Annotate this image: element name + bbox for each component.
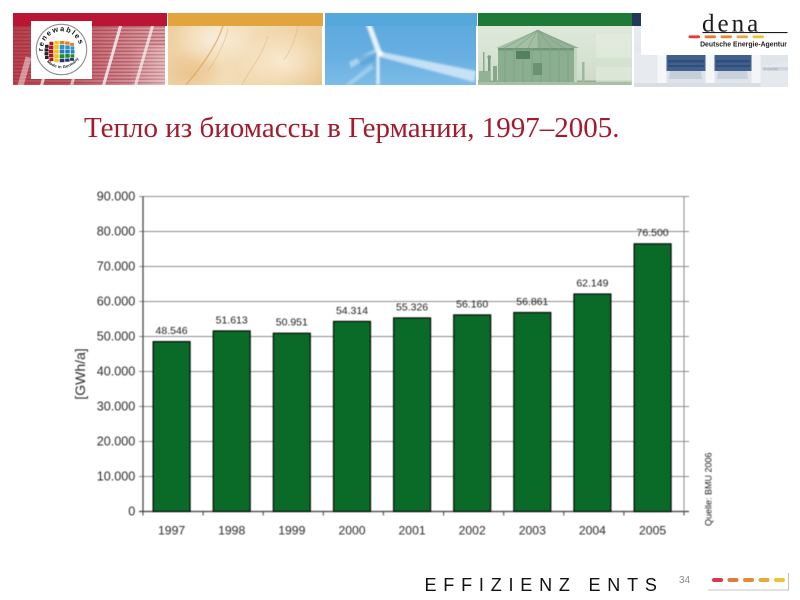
svg-text:50.000: 50.000 <box>97 330 136 344</box>
svg-text:1998: 1998 <box>218 524 245 538</box>
svg-text:2005: 2005 <box>639 524 666 538</box>
svg-text:70.000: 70.000 <box>97 260 136 274</box>
svg-text:55.326: 55.326 <box>396 301 428 313</box>
svg-text:60.000: 60.000 <box>97 295 136 309</box>
svg-text:2003: 2003 <box>519 524 546 538</box>
svg-text:50.951: 50.951 <box>276 317 308 329</box>
svg-text:76.500: 76.500 <box>637 227 669 239</box>
svg-text:56.160: 56.160 <box>456 298 488 310</box>
svg-text:Quelle: BMU 2006: Quelle: BMU 2006 <box>704 452 714 526</box>
svg-text:2004: 2004 <box>579 524 606 538</box>
svg-text:30.000: 30.000 <box>97 400 136 414</box>
svg-text:Deutsche Energie-Agentur: Deutsche Energie-Agentur <box>700 42 787 49</box>
svg-text:1999: 1999 <box>278 524 305 538</box>
svg-text:1997: 1997 <box>158 524 185 538</box>
svg-text:62.149: 62.149 <box>576 278 608 290</box>
svg-text:10.000: 10.000 <box>97 470 136 484</box>
svg-text:2000: 2000 <box>338 524 365 538</box>
svg-text:48.546: 48.546 <box>156 325 188 337</box>
svg-text:56.861: 56.861 <box>516 296 548 308</box>
svg-text:2001: 2001 <box>399 524 426 538</box>
svg-text:51.613: 51.613 <box>216 314 248 326</box>
svg-text:80.000: 80.000 <box>97 225 136 239</box>
svg-text:[GWh/a]: [GWh/a] <box>72 348 88 399</box>
svg-text:F-OVOO: F-OVOO <box>764 68 778 72</box>
svg-text:40.000: 40.000 <box>97 365 136 379</box>
svg-text:90.000: 90.000 <box>97 190 136 204</box>
svg-text:54.314: 54.314 <box>336 305 368 317</box>
svg-text:20.000: 20.000 <box>97 435 136 449</box>
svg-text:2002: 2002 <box>459 524 486 538</box>
svg-text:0: 0 <box>128 505 135 519</box>
